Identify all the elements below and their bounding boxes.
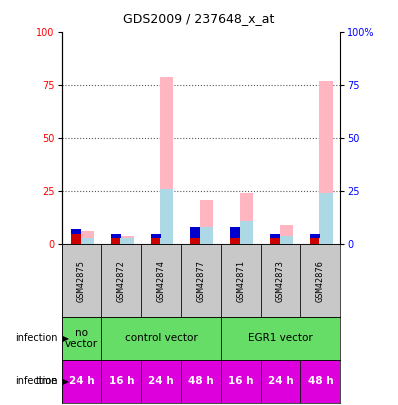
Bar (111, 238, 121, 244)
Bar (160, 77, 174, 244)
Text: infection: infection (15, 377, 58, 386)
Bar (141, 244, 181, 317)
Bar (280, 225, 293, 244)
Bar (240, 221, 253, 244)
Text: GSM42873: GSM42873 (276, 260, 285, 302)
Bar (270, 238, 280, 244)
Bar (71, 229, 81, 234)
Bar (80, 231, 94, 244)
Bar (191, 227, 200, 238)
Bar (181, 360, 221, 403)
Bar (230, 227, 240, 238)
Text: time: time (35, 377, 58, 386)
Bar (71, 234, 81, 244)
Bar (221, 360, 261, 403)
Bar (191, 238, 200, 244)
Text: 24 h: 24 h (69, 377, 94, 386)
Text: control vector: control vector (125, 333, 197, 343)
Text: GDS2009 / 237648_x_at: GDS2009 / 237648_x_at (123, 12, 275, 25)
Bar (319, 81, 333, 244)
Text: GSM42876: GSM42876 (316, 260, 325, 302)
Text: GSM42871: GSM42871 (236, 260, 245, 302)
Bar (221, 244, 261, 317)
Bar (261, 360, 300, 403)
Bar (200, 200, 213, 244)
Bar (101, 244, 141, 317)
Text: 16 h: 16 h (109, 377, 134, 386)
Text: 24 h: 24 h (268, 377, 293, 386)
Text: 48 h: 48 h (308, 377, 333, 386)
Text: 48 h: 48 h (188, 377, 214, 386)
Text: EGR1 vector: EGR1 vector (248, 333, 313, 343)
Text: GSM42874: GSM42874 (157, 260, 166, 302)
Bar (101, 360, 141, 403)
Text: GSM42875: GSM42875 (77, 260, 86, 302)
Text: 16 h: 16 h (228, 377, 254, 386)
Text: GSM42877: GSM42877 (197, 260, 205, 302)
Bar (62, 244, 101, 317)
Bar (300, 244, 340, 317)
Bar (80, 238, 94, 244)
Bar (221, 317, 340, 360)
Bar (181, 244, 221, 317)
Bar (310, 238, 320, 244)
Text: 24 h: 24 h (148, 377, 174, 386)
Text: ▶: ▶ (60, 377, 69, 386)
Bar (62, 317, 101, 360)
Bar (160, 189, 174, 244)
Bar (111, 234, 121, 238)
Bar (101, 317, 221, 360)
Text: GSM42872: GSM42872 (117, 260, 126, 302)
Bar (200, 227, 213, 244)
Bar (151, 238, 160, 244)
Bar (240, 193, 253, 244)
Bar (230, 238, 240, 244)
Bar (300, 360, 340, 403)
Text: no
vector: no vector (65, 328, 98, 349)
Bar (280, 236, 293, 244)
Bar (151, 234, 160, 238)
Bar (141, 360, 181, 403)
Bar (319, 193, 333, 244)
Text: infection: infection (15, 333, 58, 343)
Bar (121, 238, 134, 244)
Bar (270, 234, 280, 238)
Bar (121, 236, 134, 244)
Bar (261, 244, 300, 317)
Bar (62, 360, 101, 403)
Bar (310, 234, 320, 238)
Text: ▶: ▶ (60, 334, 69, 343)
